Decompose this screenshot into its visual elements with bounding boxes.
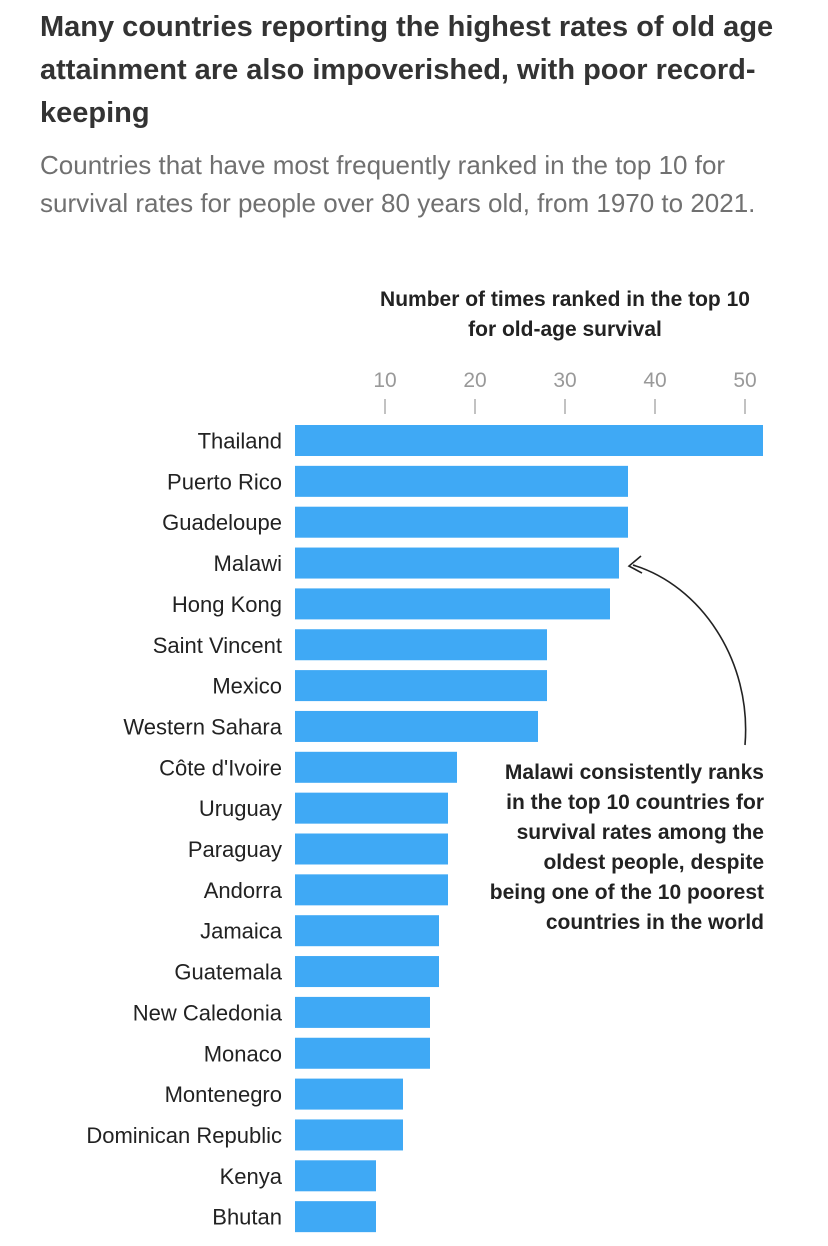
category-label: Guadeloupe xyxy=(162,510,282,535)
bar xyxy=(295,1160,376,1192)
x-tick-label: 10 xyxy=(373,369,396,392)
bar xyxy=(295,1119,403,1151)
chart-title: Many countries reporting the highest rat… xyxy=(40,11,774,129)
bar xyxy=(295,506,628,538)
category-label: Andorra xyxy=(204,878,283,903)
bar xyxy=(295,996,430,1028)
bar xyxy=(295,1037,430,1069)
bar xyxy=(295,874,448,906)
x-tick-label: 30 xyxy=(553,369,576,392)
category-label: Côte d'Ivoire xyxy=(159,755,282,780)
bar xyxy=(295,792,448,824)
bar xyxy=(295,629,547,661)
x-tick-label: 50 xyxy=(733,369,756,392)
category-label: Saint Vincent xyxy=(153,633,282,658)
x-tick-label: 40 xyxy=(643,369,666,392)
bar xyxy=(295,833,448,865)
category-label: Bhutan xyxy=(212,1205,282,1230)
chart-subtitle: Countries that have most frequently rank… xyxy=(40,150,756,218)
x-axis-title: Number of times ranked in the top 10 for… xyxy=(380,288,750,341)
category-label: Uruguay xyxy=(199,796,282,821)
bar xyxy=(295,547,619,579)
category-label: Puerto Rico xyxy=(167,469,282,494)
bar xyxy=(295,588,610,620)
bar xyxy=(295,1201,376,1233)
category-label: New Caledonia xyxy=(133,1000,283,1025)
bar xyxy=(295,670,547,702)
category-label: Paraguay xyxy=(188,837,282,862)
category-label: Guatemala xyxy=(174,960,282,985)
category-label: Kenya xyxy=(220,1164,283,1189)
bar xyxy=(295,425,763,456)
category-label: Montenegro xyxy=(165,1082,282,1107)
category-label: Thailand xyxy=(198,429,282,454)
category-label: Malawi xyxy=(214,551,282,576)
x-tick-label: 20 xyxy=(463,369,486,392)
bar xyxy=(295,465,628,497)
category-label: Western Sahara xyxy=(123,714,282,739)
bar xyxy=(295,915,439,947)
category-label: Jamaica xyxy=(200,919,283,944)
bar xyxy=(295,956,439,988)
bar xyxy=(295,1078,403,1110)
bar xyxy=(295,751,457,783)
category-label: Mexico xyxy=(212,674,282,699)
malawi-annotation: Malawi consistently ranks in the top 10 … xyxy=(489,761,764,934)
annotation-arrow-line xyxy=(632,564,747,746)
bar xyxy=(295,710,538,742)
annotation-arrow-head xyxy=(627,555,643,574)
category-label: Monaco xyxy=(204,1041,282,1066)
category-label: Hong Kong xyxy=(172,592,282,617)
category-label: Dominican Republic xyxy=(86,1123,282,1148)
